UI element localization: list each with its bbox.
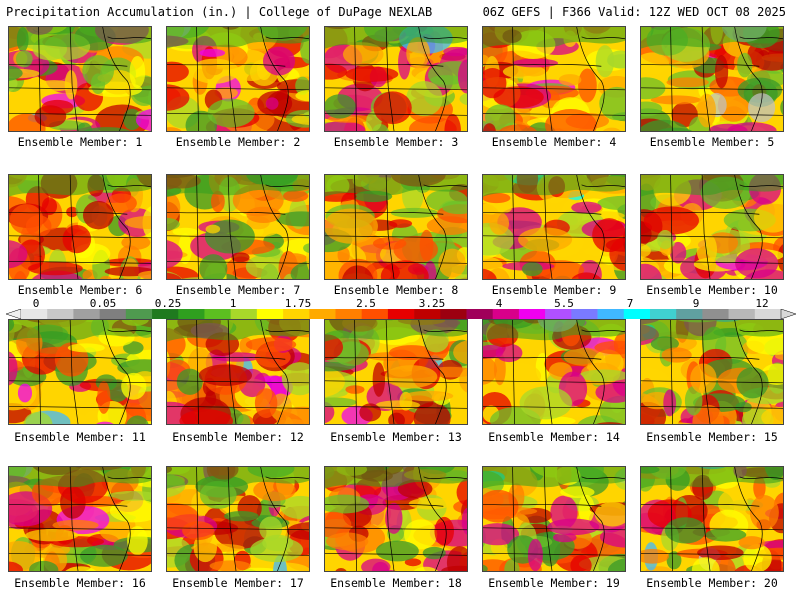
colorbar-tick-label: 0.25	[154, 297, 182, 310]
ensemble-member-label: Ensemble Member: 2	[175, 135, 301, 149]
colorbar-segment	[256, 309, 284, 319]
ensemble-member-label: Ensemble Member: 5	[649, 135, 775, 149]
colorbar-segment	[309, 309, 336, 319]
ensemble-member-map-16	[8, 466, 152, 572]
ensemble-member-label: Ensemble Member: 10	[646, 283, 778, 297]
ensemble-member-map-14	[482, 319, 626, 425]
colorbar-segment	[518, 309, 546, 319]
colorbar-segment	[440, 309, 467, 319]
ensemble-member-map-20	[640, 466, 784, 572]
colorbar-segment	[414, 309, 441, 319]
ensemble-member-label: Ensemble Member: 7	[175, 283, 301, 297]
colorbar-tick-label: 12	[755, 297, 769, 310]
ensemble-member-map-17	[166, 466, 310, 572]
ensemble-member-map-13	[324, 319, 468, 425]
ensemble-member-map-5	[640, 26, 784, 132]
colorbar-segment	[99, 309, 127, 319]
ensemble-member-label: Ensemble Member: 19	[488, 576, 620, 590]
colorbar-tick-label: 4	[495, 297, 503, 310]
colorbar-tick-label: 3.25	[418, 297, 446, 310]
ensemble-member-label: Ensemble Member: 13	[330, 430, 462, 444]
colorbar-segment	[702, 309, 729, 319]
ensemble-member-label: Ensemble Member: 11	[14, 430, 146, 444]
colorbar-min-arrow	[6, 309, 22, 319]
ensemble-member-label: Ensemble Member: 9	[491, 283, 617, 297]
colorbar-tick-label: 1.75	[284, 297, 312, 310]
colorbar-segment	[204, 309, 231, 319]
ensemble-member-label: Ensemble Member: 3	[333, 135, 459, 149]
colorbar-segment	[597, 309, 625, 319]
colorbar-segment	[73, 309, 100, 319]
colorbar	[6, 309, 796, 319]
colorbar-segment	[466, 309, 494, 319]
ensemble-member-label: Ensemble Member: 12	[172, 430, 304, 444]
colorbar-segment	[125, 309, 153, 319]
ensemble-member-map-15	[640, 319, 784, 425]
colorbar-segment	[230, 309, 258, 319]
ensemble-member-map-9	[482, 174, 626, 280]
ensemble-member-label: Ensemble Member: 6	[17, 283, 143, 297]
ensemble-member-label: Ensemble Member: 1	[17, 135, 143, 149]
colorbar-segment	[545, 309, 572, 319]
colorbar-segment	[571, 309, 598, 319]
ensemble-member-label: Ensemble Member: 16	[14, 576, 146, 590]
ensemble-member-map-18	[324, 466, 468, 572]
colorbar-segment	[21, 309, 48, 319]
colorbar-segment	[335, 309, 362, 319]
colorbar-tick-label: 0.05	[89, 297, 117, 310]
colorbar-segment	[623, 309, 651, 319]
ensemble-member-label: Ensemble Member: 8	[333, 283, 459, 297]
ensemble-member-map-19	[482, 466, 626, 572]
model-run-info: 06Z GEFS | F366 Valid: 12Z WED OCT 08 20…	[482, 5, 786, 19]
colorbar-segment	[728, 309, 756, 319]
colorbar-segment	[178, 309, 205, 319]
colorbar-segment	[387, 309, 415, 319]
colorbar-tick-labels: 0 0.05 0.25 1 1.75 2.5 3.25 4 5.5 7 9 12	[0, 297, 800, 311]
colorbar-tick-label: 0	[32, 297, 40, 310]
colorbar-max-arrow	[780, 309, 796, 319]
ensemble-member-label: Ensemble Member: 4	[491, 135, 617, 149]
ensemble-member-map-8	[324, 174, 468, 280]
chart-title: Precipitation Accumulation (in.) | Colle…	[6, 5, 433, 19]
colorbar-segment	[492, 309, 520, 319]
colorbar-segment	[361, 309, 389, 319]
ensemble-member-map-7	[166, 174, 310, 280]
colorbar-segment	[649, 309, 677, 319]
colorbar-segment	[283, 309, 310, 319]
colorbar-tick-label: 5.5	[554, 297, 574, 310]
ensemble-member-map-1	[8, 26, 152, 132]
ensemble-member-map-2	[166, 26, 310, 132]
colorbar-segment	[754, 309, 782, 319]
colorbar-segment	[47, 309, 74, 319]
ensemble-member-label: Ensemble Member: 14	[488, 430, 620, 444]
ensemble-member-label: Ensemble Member: 15	[646, 430, 778, 444]
ensemble-member-label: Ensemble Member: 18	[330, 576, 462, 590]
colorbar-segment	[152, 309, 179, 319]
ensemble-member-map-3	[324, 26, 468, 132]
ensemble-member-label: Ensemble Member: 17	[172, 576, 304, 590]
ensemble-member-map-6	[8, 174, 152, 280]
ensemble-member-label: Ensemble Member: 20	[646, 576, 778, 590]
ensemble-member-map-10	[640, 174, 784, 280]
ensemble-member-map-12	[166, 319, 310, 425]
colorbar-tick-label: 7	[626, 297, 634, 310]
ensemble-member-map-4	[482, 26, 626, 132]
ensemble-member-map-11	[8, 319, 152, 425]
colorbar-segment	[676, 309, 703, 319]
colorbar-tick-label: 9	[692, 297, 700, 310]
colorbar-tick-label: 1	[229, 297, 237, 310]
colorbar-tick-label: 2.5	[356, 297, 376, 310]
